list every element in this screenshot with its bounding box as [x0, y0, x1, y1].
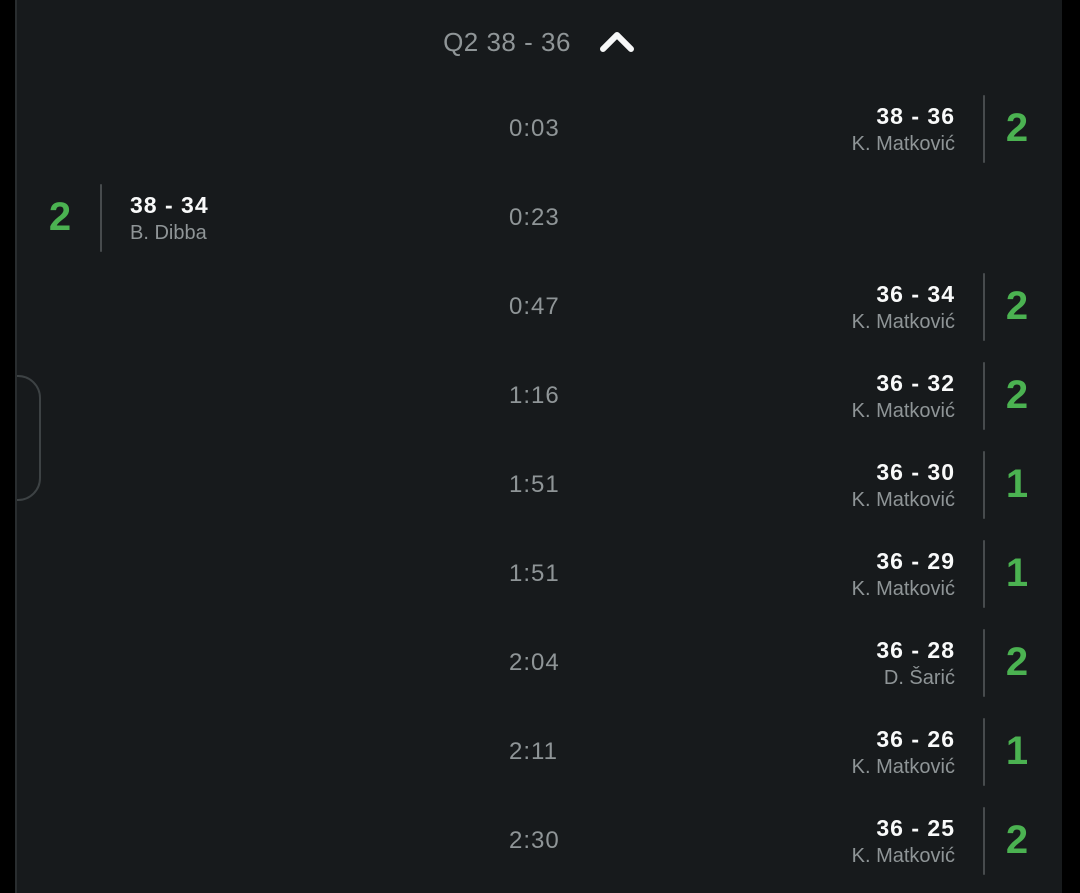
event-points: 1 — [1005, 729, 1029, 773]
event-score: 36 - 34 — [876, 280, 955, 307]
event-points: 2 — [1005, 284, 1029, 328]
event-player: K. Matković — [851, 755, 955, 778]
edge-peek-handle[interactable] — [17, 375, 41, 501]
timeline-row: 2:30 36 - 25 K. Matković 2 — [17, 796, 1062, 885]
event-away: 36 - 32 K. Matković 2 — [852, 351, 1062, 440]
event-time: 0:03 — [509, 114, 560, 142]
event-time: 1:16 — [509, 381, 560, 409]
event-player: K. Matković — [851, 577, 955, 600]
timeline-row: 1:16 36 - 32 K. Matković 2 — [17, 351, 1062, 440]
event-divider — [983, 717, 985, 786]
event-time: 0:47 — [509, 292, 560, 320]
chevron-up-icon[interactable] — [598, 30, 636, 54]
event-points: 2 — [48, 195, 72, 239]
event-time: 0:23 — [509, 203, 560, 231]
event-time: 2:11 — [509, 737, 558, 765]
event-time: 1:51 — [509, 559, 560, 587]
event-away: 38 - 36 K. Matković 2 — [852, 84, 1062, 173]
event-home: 2 38 - 34 B. Dibba — [17, 173, 209, 262]
event-divider — [983, 450, 985, 519]
event-divider — [983, 806, 985, 875]
event-score: 36 - 25 — [876, 814, 955, 841]
event-divider — [983, 539, 985, 608]
event-divider — [983, 94, 985, 163]
event-divider — [100, 183, 102, 252]
event-away: 36 - 25 K. Matković 2 — [852, 796, 1062, 885]
event-score: 38 - 34 — [130, 191, 209, 218]
timeline-row: 1:51 36 - 30 K. Matković 1 — [17, 440, 1062, 529]
timeline-row: 2:11 36 - 26 K. Matković 1 — [17, 707, 1062, 796]
event-away: 36 - 34 K. Matković 2 — [852, 262, 1062, 351]
event-away: 36 - 26 K. Matković 1 — [852, 707, 1062, 796]
quarter-header-toggle[interactable]: Q2 38 - 36 — [17, 0, 1062, 84]
event-score: 38 - 36 — [876, 102, 955, 129]
event-away: 36 - 30 K. Matković 1 — [852, 440, 1062, 529]
event-player: K. Matković — [851, 132, 955, 155]
event-divider — [983, 272, 985, 341]
timeline-row: 1:51 36 - 29 K. Matković 1 — [17, 529, 1062, 618]
event-time: 1:51 — [509, 470, 560, 498]
event-score: 36 - 30 — [876, 458, 955, 485]
event-score: 36 - 32 — [876, 369, 955, 396]
event-points: 2 — [1005, 640, 1029, 684]
quarter-score-title: Q2 38 - 36 — [443, 26, 571, 57]
event-time: 2:30 — [509, 826, 560, 854]
play-by-play-panel: Q2 38 - 36 0:03 38 - 36 K. Matković 2 0:… — [15, 0, 1062, 893]
event-score: 36 - 29 — [876, 547, 955, 574]
event-away: 36 - 28 D. Šarić 2 — [876, 618, 1062, 707]
event-points: 1 — [1005, 462, 1029, 506]
event-player: B. Dibba — [130, 221, 207, 244]
event-player: K. Matković — [851, 488, 955, 511]
event-player: K. Matković — [851, 844, 955, 867]
event-score: 36 - 28 — [876, 636, 955, 663]
event-divider — [983, 361, 985, 430]
event-points: 2 — [1005, 106, 1029, 150]
event-divider — [983, 628, 985, 697]
event-score: 36 - 26 — [876, 725, 955, 752]
event-away: 36 - 29 K. Matković 1 — [852, 529, 1062, 618]
event-player: K. Matković — [851, 310, 955, 333]
timeline-row: 0:47 36 - 34 K. Matković 2 — [17, 262, 1062, 351]
event-points: 2 — [1005, 818, 1029, 862]
timeline-row: 0:23 2 38 - 34 B. Dibba — [17, 173, 1062, 262]
event-points: 2 — [1005, 373, 1029, 417]
event-player: K. Matković — [851, 399, 955, 422]
event-points: 1 — [1005, 551, 1029, 595]
timeline-row: 2:04 36 - 28 D. Šarić 2 — [17, 618, 1062, 707]
timeline-row: 0:03 38 - 36 K. Matković 2 — [17, 84, 1062, 173]
event-player: D. Šarić — [883, 666, 955, 689]
event-time: 2:04 — [509, 648, 560, 676]
